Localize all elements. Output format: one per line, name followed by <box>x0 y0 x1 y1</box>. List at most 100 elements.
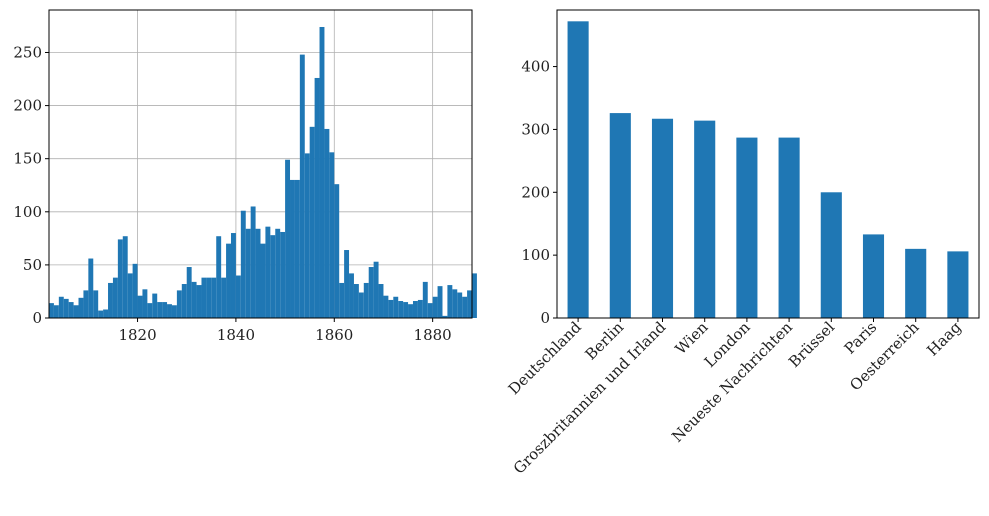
category-bar <box>820 192 842 318</box>
histogram-bar <box>358 292 364 318</box>
histogram-bar <box>309 126 315 319</box>
histogram-bar <box>275 228 281 318</box>
histogram-bar <box>437 286 443 318</box>
histogram-bar <box>324 128 330 318</box>
histogram-bar <box>132 263 138 318</box>
histogram-bar <box>93 290 99 318</box>
histogram-bar <box>83 290 89 318</box>
histogram-bar <box>452 289 458 318</box>
histogram-bar <box>221 277 227 318</box>
x-tick-label: Brüssel <box>785 318 838 371</box>
histogram-bar <box>78 297 84 318</box>
histogram-bar <box>103 309 109 318</box>
histogram-bar <box>176 290 182 318</box>
histogram-bar <box>353 284 359 318</box>
histogram-bar <box>290 179 295 318</box>
histogram-bar <box>201 277 207 318</box>
histogram-bar <box>472 273 477 318</box>
x-tick-label: 1820 <box>118 326 156 344</box>
histogram-bar <box>462 296 468 318</box>
histogram-bar <box>147 303 153 318</box>
histogram-bar <box>432 296 438 318</box>
histogram-bar <box>334 184 340 318</box>
histogram-bar <box>412 301 418 318</box>
category-bar <box>736 137 758 318</box>
histogram-bar <box>98 310 104 318</box>
bar-chart: 0100200300400DeutschlandBerlinGroszbrita… <box>505 9 980 478</box>
category-bar <box>778 137 800 318</box>
y-tick-label: 400 <box>521 58 550 76</box>
histogram-bar <box>230 233 236 318</box>
histogram-bar <box>467 290 472 318</box>
histogram-bar <box>240 210 246 318</box>
histogram-bar <box>152 293 158 318</box>
histogram-bar <box>49 303 54 318</box>
y-tick-label: 150 <box>13 150 42 168</box>
histogram-bar <box>142 289 148 318</box>
histogram-bar <box>285 159 291 318</box>
histogram-bar <box>398 301 404 318</box>
histogram-bar <box>181 284 187 318</box>
y-tick-label: 250 <box>13 43 42 61</box>
category-bar <box>567 21 589 319</box>
histogram-bar <box>417 299 423 318</box>
category-bar <box>862 234 885 318</box>
histogram-bar <box>196 285 202 318</box>
category-bar <box>905 248 927 318</box>
y-tick-label: 0 <box>540 309 550 327</box>
plot-frame <box>48 9 473 319</box>
histogram-bar <box>226 243 231 318</box>
histogram-bar <box>329 152 335 318</box>
histogram-bar <box>58 296 64 318</box>
histogram-bar <box>349 273 354 318</box>
histogram-bar <box>157 302 163 318</box>
histogram-bar <box>270 235 276 318</box>
histogram-bar <box>63 298 69 318</box>
histogram-bar <box>211 277 217 318</box>
histogram-bar <box>245 228 251 318</box>
histogram-bar <box>422 281 428 318</box>
histogram-bar <box>265 226 271 318</box>
histogram-bar <box>363 282 369 318</box>
histogram-bar <box>216 236 222 318</box>
histogram-bar <box>427 303 433 318</box>
histogram-bar <box>294 179 300 318</box>
histogram-bar <box>408 304 413 318</box>
x-tick-label: 1880 <box>414 326 452 344</box>
histogram-bar <box>442 315 448 318</box>
y-tick-label: 100 <box>13 203 42 221</box>
histogram-bar <box>393 296 399 318</box>
histogram-bar <box>162 302 168 318</box>
histogram-bar <box>167 304 172 318</box>
histogram-bar <box>447 285 453 318</box>
histogram-bar <box>235 275 241 318</box>
histogram-bar <box>339 282 345 318</box>
histogram-bar <box>88 258 94 318</box>
y-tick-label: 200 <box>521 183 550 201</box>
histogram-bar <box>186 267 192 318</box>
histogram-bar <box>304 153 310 318</box>
y-tick-label: 200 <box>13 97 42 115</box>
histogram-bar <box>171 305 177 318</box>
histogram-bar <box>314 77 320 318</box>
histogram-bar <box>388 299 394 318</box>
histogram-bar <box>108 282 113 318</box>
histogram-bar <box>117 239 123 318</box>
x-tick-label: 1860 <box>315 326 353 344</box>
category-bar <box>609 113 631 318</box>
histogram-bar <box>373 261 379 318</box>
y-tick-label: 0 <box>32 309 42 327</box>
histogram-bar <box>73 305 79 318</box>
histogram-bar <box>383 295 389 318</box>
histogram-bar <box>206 277 212 318</box>
histogram-bar <box>53 305 59 318</box>
category-bar <box>651 118 674 318</box>
histogram-chart: 1820 1840 1860 1880 0 50 100 150 200 250 <box>13 9 477 344</box>
histogram-bar <box>260 243 266 318</box>
histogram-bar <box>191 281 197 318</box>
histogram-bar <box>280 231 286 318</box>
histogram-bar <box>344 250 350 318</box>
histogram-bar <box>137 295 143 318</box>
histogram-bar <box>255 228 261 318</box>
